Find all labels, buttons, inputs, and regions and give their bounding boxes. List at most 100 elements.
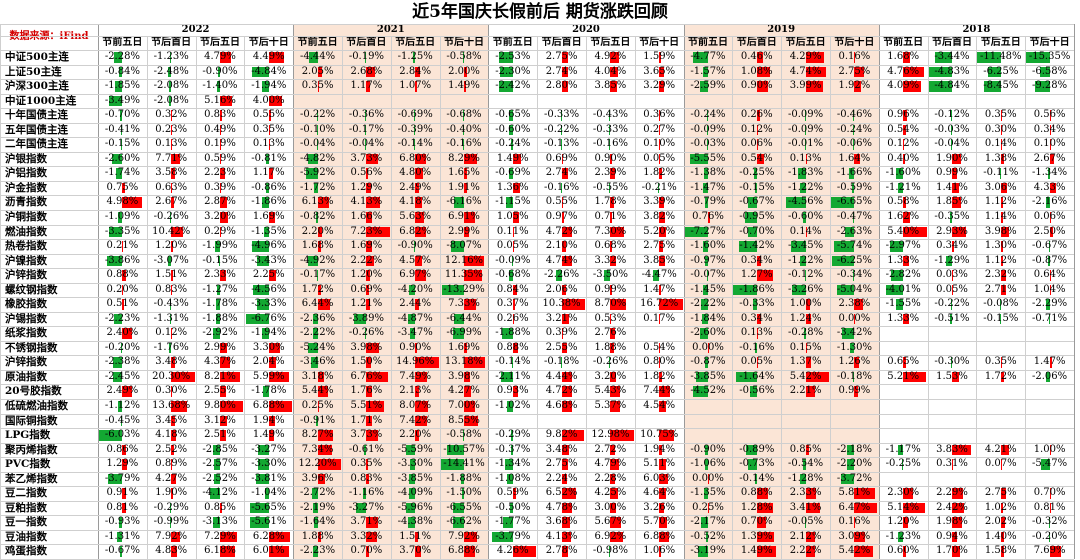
data-cell: 2.39%	[586, 166, 635, 181]
data-cell: 1.72%	[293, 283, 342, 298]
value-label: 5.21%	[887, 370, 920, 382]
data-cell	[537, 414, 586, 429]
data-cell: 3.12%	[196, 414, 245, 429]
value-label: -1.60%	[690, 240, 726, 252]
value-label: -2.97%	[885, 240, 921, 252]
value-label: 0.10%	[1033, 138, 1066, 150]
data-cell: 0.83%	[196, 108, 245, 123]
value-bar	[846, 459, 855, 470]
data-cell: -3.07%	[147, 254, 196, 269]
value-label: -0.16%	[446, 138, 482, 150]
data-cell: -0.95%	[732, 210, 781, 225]
grid-line-h	[0, 166, 1074, 168]
value-label: -5.24%	[300, 341, 336, 353]
value-label: -3.19%	[690, 545, 726, 557]
data-cell: -0.24%	[488, 137, 537, 152]
value-bar	[121, 342, 123, 354]
value-bar	[903, 139, 905, 150]
value-label: 1.29%	[350, 181, 383, 193]
value-bar	[1000, 124, 1002, 136]
value-label: 3.73%	[350, 429, 383, 441]
data-cell: -0.61%	[342, 443, 391, 458]
data-cell: -4.77%	[684, 50, 733, 65]
data-cell: 3.48%	[147, 355, 196, 370]
value-bar	[1000, 270, 1006, 281]
value-bar	[219, 139, 221, 150]
data-cell: 1.12%	[976, 195, 1025, 210]
value-label: 2.42%	[936, 501, 968, 513]
value-bar	[804, 124, 806, 136]
data-cell: -2.23%	[293, 544, 342, 559]
value-label: -1.34%	[495, 458, 531, 470]
value-bar	[1000, 517, 1005, 528]
period-header: 节后十日	[1029, 37, 1070, 48]
grid-line-h	[0, 515, 1074, 517]
value-label: 5.40%	[887, 225, 920, 237]
data-cell: -0.97%	[684, 254, 733, 269]
value-label: -0.26%	[592, 356, 628, 368]
value-label: -2.92%	[202, 327, 238, 339]
data-cell: 0.34%	[928, 239, 977, 254]
value-bar	[610, 371, 617, 383]
data-cell: 2.05%	[293, 65, 342, 80]
value-label: 4.57%	[399, 254, 432, 266]
data-cell: 3.32%	[342, 530, 391, 545]
value-label: -1.38%	[690, 167, 726, 179]
data-cell: 3.00%	[586, 501, 635, 516]
data-cell: 1.94%	[635, 443, 684, 458]
value-label: -0.14%	[495, 356, 531, 368]
data-cell: 0.17%	[635, 312, 684, 327]
data-cell: -3.33%	[244, 297, 293, 312]
value-bar	[610, 313, 612, 325]
value-bar	[1000, 284, 1007, 296]
value-bar	[219, 415, 228, 427]
value-bar	[463, 342, 467, 354]
value-label: -2.42%	[495, 80, 531, 92]
value-label: 1.07%	[399, 80, 432, 92]
value-bar	[317, 241, 321, 252]
data-cell: 0.93%	[488, 384, 537, 399]
value-bar	[561, 342, 568, 354]
row-label: 五年国债主连	[0, 122, 98, 138]
data-cell: -0.40%	[440, 123, 489, 138]
value-label: 0.13%	[740, 327, 773, 339]
value-bar	[950, 357, 952, 368]
value-bar	[785, 197, 806, 208]
value-label: -3.30%	[251, 458, 287, 470]
value-bar	[268, 430, 274, 441]
data-cell: 1.29%	[342, 181, 391, 196]
data-cell: -9.28%	[1025, 79, 1074, 94]
value-label: -0.93%	[104, 516, 140, 528]
data-cell: 2.44%	[391, 297, 440, 312]
value-bar	[122, 182, 126, 194]
row-label: 苯乙烯指数	[0, 471, 98, 487]
data-cell: -1.38%	[684, 166, 733, 181]
value-label: -4.77%	[690, 51, 726, 62]
value-bar	[122, 197, 142, 208]
data-cell: -2.42%	[488, 79, 537, 94]
value-label: 1.30%	[984, 240, 1017, 252]
value-bar	[317, 81, 319, 92]
data-cell: 0.96%	[879, 108, 928, 123]
value-bar	[314, 182, 318, 194]
value-label: -1.17%	[885, 443, 921, 455]
value-label: 1.04%	[1033, 283, 1066, 295]
value-bar	[999, 168, 1001, 179]
data-cell: -4.82%	[293, 152, 342, 167]
value-bar	[316, 110, 318, 121]
value-bar	[171, 182, 173, 194]
data-cell	[1025, 326, 1074, 341]
value-label: -0.70%	[104, 109, 140, 121]
value-bar	[415, 66, 420, 78]
data-cell: -4.38%	[391, 515, 440, 530]
data-cell: 0.54%	[879, 123, 928, 138]
data-cell	[684, 414, 733, 429]
value-bar	[704, 255, 708, 267]
value-bar	[749, 386, 757, 398]
value-label: -0.55%	[592, 181, 628, 193]
value-bar	[854, 81, 862, 92]
value-bar	[509, 270, 513, 281]
value-bar	[659, 386, 670, 398]
value-bar	[268, 415, 276, 427]
value-bar	[463, 415, 478, 427]
